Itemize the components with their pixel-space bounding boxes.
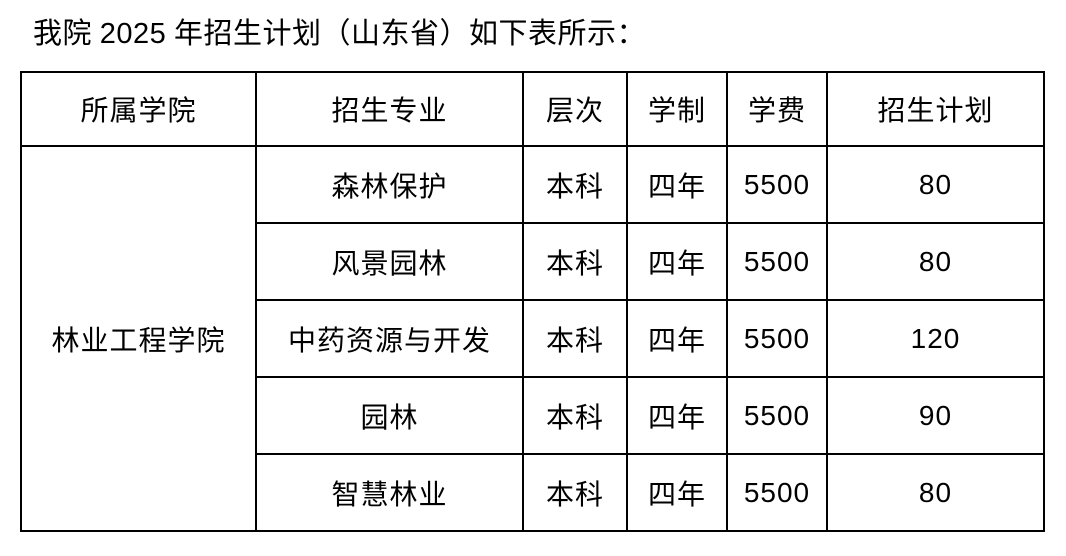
table-row: 园林 本科 四年 5500 90 [21,376,1045,455]
title-prefix: 我院 [33,18,100,50]
cell-level: 本科 [522,376,628,455]
cell-level: 本科 [522,299,628,378]
cell-tuition: 5500 [726,145,828,224]
title-year: 2025 [99,18,167,50]
cell-duration: 四年 [626,376,728,455]
cell-duration: 四年 [626,222,728,301]
page-title: 我院 2025 年招生计划（山东省）如下表所示： [33,14,1066,54]
header-row: 所属学院 招生专业 层次 学制 学费 招生计划 [20,71,1045,147]
cell-duration: 四年 [626,145,728,224]
cell-major: 园林 [255,376,524,455]
column-header-major: 招生专业 [255,71,524,147]
column-header-duration: 学制 [626,71,728,147]
cell-level: 本科 [522,453,628,532]
cell-tuition: 5500 [726,299,828,378]
cell-plan: 80 [826,222,1045,301]
table-row: 林业工程学院 森林保护 本科 四年 5500 80 [20,145,1045,532]
cell-level: 本科 [522,222,628,301]
cell-plan: 80 [826,453,1045,532]
cell-plan: 80 [826,145,1045,224]
cell-plan: 120 [826,299,1045,378]
table-row: 中药资源与开发 本科 四年 5500 120 [21,299,1045,378]
cell-major: 智慧林业 [255,453,524,532]
cell-major: 森林保护 [255,145,524,224]
cell-major: 中药资源与开发 [255,299,524,378]
cell-tuition: 5500 [726,376,828,455]
column-header-tuition: 学费 [726,71,828,147]
table-row: 风景园林 本科 四年 5500 80 [21,222,1045,301]
cell-major: 风景园林 [255,222,524,301]
cell-plan: 90 [826,376,1045,455]
cell-tuition: 5500 [726,453,828,532]
title-suffix: 年招生计划（山东省）如下表所示： [166,18,647,50]
cell-duration: 四年 [626,453,728,532]
cell-duration: 四年 [626,299,728,378]
enrollment-plan-table: 所属学院 招生专业 层次 学制 学费 招生计划 林业工程学院 森林保护 本科 四… [20,71,1045,532]
cell-level: 本科 [522,145,628,224]
column-header-plan: 招生计划 [826,71,1045,147]
column-header-level: 层次 [522,71,628,147]
table-row: 智慧林业 本科 四年 5500 80 [21,453,1045,532]
cell-college: 林业工程学院 [20,145,257,532]
column-header-college: 所属学院 [20,71,257,147]
cell-tuition: 5500 [726,222,828,301]
